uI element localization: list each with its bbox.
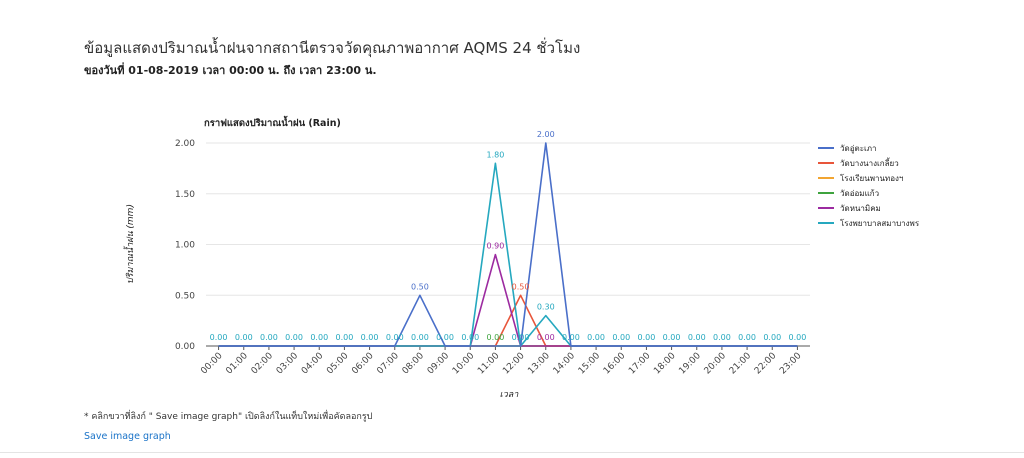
data-label: 0.00 bbox=[487, 333, 505, 342]
x-tick-label: 02:00 bbox=[250, 351, 276, 377]
series-lines bbox=[218, 142, 798, 347]
x-tick-label: 12:00 bbox=[501, 351, 527, 377]
data-label: 0.00 bbox=[688, 333, 706, 342]
data-label: 0.90 bbox=[487, 242, 505, 251]
x-tick-label: 23:00 bbox=[778, 351, 804, 377]
x-tick-label: 06:00 bbox=[350, 351, 376, 377]
legend-item: วัดหนามิคม bbox=[840, 204, 881, 213]
data-label: 0.00 bbox=[361, 333, 379, 342]
x-tick-label: 10:00 bbox=[451, 351, 477, 377]
x-tick-label: 16:00 bbox=[602, 351, 628, 377]
x-axis-ticks: 00:00 01:00 02:00 03:00 04:00 05:00 06:00 07:00… bbox=[199, 346, 804, 377]
x-tick-label: 21:00 bbox=[728, 351, 754, 377]
data-label: 0.00 bbox=[763, 333, 781, 342]
legend-item: โรงเรียนพานทองฯ bbox=[840, 173, 903, 183]
data-label: 0.00 bbox=[612, 333, 630, 342]
data-label: 0.00 bbox=[587, 333, 605, 342]
x-tick-label: 11:00 bbox=[476, 351, 502, 377]
data-label: 0.00 bbox=[562, 333, 580, 342]
y-tick-label: 2.00 bbox=[175, 139, 195, 149]
x-tick-label: 22:00 bbox=[753, 351, 779, 377]
y-tick-label: 1.50 bbox=[175, 190, 195, 200]
data-label: 0.50 bbox=[512, 282, 530, 291]
y-axis-ticks: 0.00 0.50 1.00 1.50 2.00 bbox=[175, 139, 195, 352]
y-tick-label: 1.00 bbox=[175, 241, 195, 251]
data-label: 2.00 bbox=[537, 130, 555, 139]
x-tick-label: 13:00 bbox=[526, 351, 552, 377]
gridlines bbox=[206, 142, 810, 347]
data-label: 0.00 bbox=[461, 333, 479, 342]
footnote: * คลิกขวาที่ลิงก์ " Save image graph" เป… bbox=[84, 412, 373, 422]
save-image-graph-link[interactable]: Save image graph bbox=[84, 431, 171, 442]
x-tick-label: 00:00 bbox=[199, 351, 225, 377]
y-tick-label: 0.00 bbox=[175, 342, 195, 352]
chart-title: กราฟแสดงปริมาณน้ำฝน (Rain) bbox=[204, 115, 341, 129]
data-label: 0.00 bbox=[512, 333, 530, 342]
series-line bbox=[218, 162, 798, 347]
divider bbox=[0, 452, 1024, 453]
x-tick-label: 04:00 bbox=[300, 351, 326, 377]
legend-item: วัดอู่ตะเภา bbox=[840, 144, 876, 154]
legend-item: วัดอ่อมแก้ว bbox=[840, 189, 879, 198]
page-subtitle: ของวันที่ 01-08-2019 เวลา 00:00 น. ถึง เ… bbox=[84, 64, 377, 77]
data-label: 0.00 bbox=[336, 333, 354, 342]
data-label: 0.00 bbox=[310, 333, 328, 342]
data-label: 0.00 bbox=[638, 333, 656, 342]
data-label: 0.00 bbox=[663, 333, 681, 342]
data-label: 0.00 bbox=[537, 333, 555, 342]
legend-item: โรงพยาบาลสมาบางพร bbox=[840, 218, 920, 228]
x-axis-label: เวลา bbox=[500, 390, 520, 400]
data-label: 0.00 bbox=[738, 333, 756, 342]
data-label: 0.30 bbox=[537, 303, 555, 312]
data-label: 0.50 bbox=[411, 282, 429, 291]
x-tick-label: 19:00 bbox=[677, 351, 703, 377]
x-tick-label: 01:00 bbox=[224, 351, 250, 377]
y-axis-label: ปริมาณน้ำฝน (mm) bbox=[123, 204, 136, 284]
legend[interactable]: วัดอู่ตะเภาวัดบางนางเกลี้ยวโรงเรียนพานทอ… bbox=[818, 144, 920, 228]
legend-item: วัดบางนางเกลี้ยว bbox=[840, 157, 899, 168]
series-line bbox=[218, 142, 798, 347]
x-tick-label: 03:00 bbox=[275, 351, 301, 377]
x-tick-label: 09:00 bbox=[426, 351, 452, 377]
x-tick-label: 20:00 bbox=[703, 351, 729, 377]
data-label: 0.00 bbox=[789, 333, 807, 342]
page-title: ข้อมูลแสดงปริมาณน้ำฝนจากสถานีตรวจวัดคุณภ… bbox=[84, 39, 581, 57]
x-tick-label: 14:00 bbox=[552, 351, 578, 377]
x-tick-label: 08:00 bbox=[401, 351, 427, 377]
data-labels: 0.00 0.00 0.00 0.00 0.00 0.00 0.00 0.00 0.50 0.00… bbox=[210, 130, 807, 342]
data-label: 0.00 bbox=[260, 333, 278, 342]
x-tick-label: 15:00 bbox=[577, 351, 603, 377]
data-label: 0.00 bbox=[713, 333, 731, 342]
rain-chart: กราฟแสดงปริมาณน้ำฝน (Rain) 0.00 0.50 1.00 1… bbox=[123, 115, 920, 400]
data-label: 0.00 bbox=[386, 333, 404, 342]
x-tick-label: 17:00 bbox=[627, 351, 653, 377]
x-tick-label: 18:00 bbox=[652, 351, 678, 377]
data-label: 0.00 bbox=[235, 333, 253, 342]
data-label: 0.00 bbox=[210, 333, 228, 342]
x-tick-label: 05:00 bbox=[325, 351, 351, 377]
data-label: 0.00 bbox=[285, 333, 303, 342]
data-label: 0.00 bbox=[436, 333, 454, 342]
x-tick-label: 07:00 bbox=[375, 351, 401, 377]
data-label: 0.00 bbox=[411, 333, 429, 342]
data-label: 1.80 bbox=[487, 150, 505, 159]
y-tick-label: 0.50 bbox=[175, 291, 195, 301]
series-line bbox=[218, 253, 798, 347]
